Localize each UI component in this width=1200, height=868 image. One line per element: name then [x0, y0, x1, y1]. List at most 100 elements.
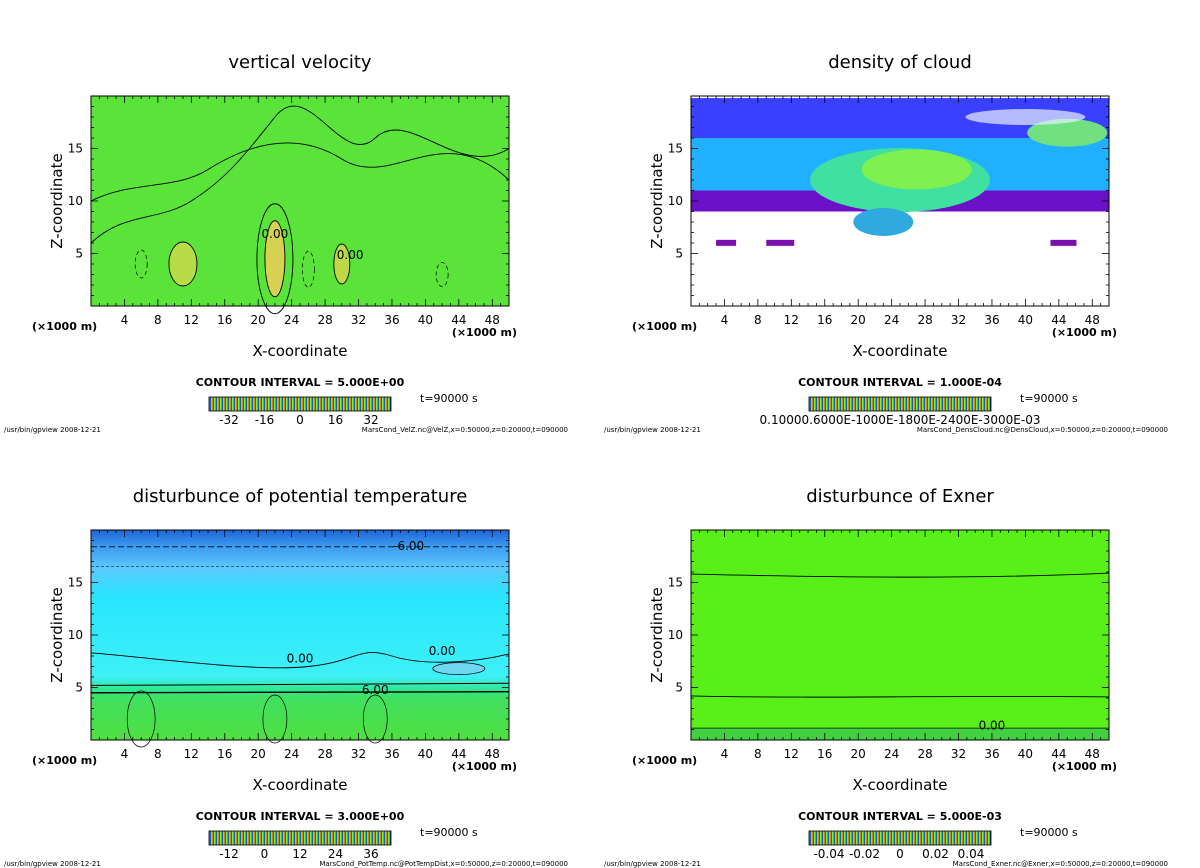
time-label: t=90000 s — [1020, 826, 1078, 839]
colorbar-tick-label: -16 — [255, 413, 275, 427]
x-tick-label: 20 — [251, 313, 266, 327]
y-tick-label: 15 — [668, 142, 683, 156]
contour-label: 0.00 — [429, 644, 456, 658]
x-tick-label: 16 — [217, 313, 232, 327]
x-unit-right: (×1000 m) — [1052, 326, 1117, 339]
x-tick-label: 8 — [154, 747, 162, 761]
contour-label: -6.00 — [393, 539, 424, 553]
x-tick-label: 40 — [1018, 313, 1033, 327]
colorbar — [808, 830, 992, 846]
x-tick-label: 12 — [784, 313, 799, 327]
y-tick-label: 10 — [668, 628, 683, 642]
colorbar-tick-label: 32 — [363, 413, 378, 427]
y-tick-label: 15 — [68, 142, 83, 156]
colorbar — [808, 396, 992, 412]
colorbar-tick-label: 36 — [363, 847, 378, 861]
x-unit-right: (×1000 m) — [452, 326, 517, 339]
x-unit-left: (×1000 m) — [32, 754, 97, 767]
x-tick-label: 12 — [184, 313, 199, 327]
x-axis-label: X-coordinate — [253, 342, 348, 360]
x-tick-label: 32 — [351, 747, 366, 761]
x-axis-label: X-coordinate — [853, 776, 948, 794]
x-tick-label: 28 — [317, 313, 332, 327]
x-unit-left: (×1000 m) — [632, 754, 697, 767]
colorbar-tick-label: 0 — [261, 847, 269, 861]
x-tick-label: 4 — [121, 313, 129, 327]
y-axis-label: Z-coordinate — [48, 153, 66, 248]
colorbar-tick-label: -0.02 — [849, 847, 880, 861]
x-tick-label: 20 — [851, 313, 866, 327]
colorbar — [208, 396, 392, 412]
footer-right: MarsCond_PotTemp.nc@PotTempDist,x=0:5000… — [319, 860, 568, 868]
x-tick-label: 16 — [217, 747, 232, 761]
colorbar-tick-label: -12 — [219, 847, 239, 861]
x-tick-label: 8 — [754, 313, 762, 327]
y-axis-label: Z-coordinate — [648, 153, 666, 248]
footer-right: MarsCond_DensCloud.nc@DensCloud,x=0:5000… — [917, 426, 1168, 434]
x-tick-label: 28 — [317, 747, 332, 761]
x-tick-label: 36 — [384, 313, 399, 327]
x-tick-label: 48 — [485, 747, 500, 761]
y-tick-label: 15 — [668, 576, 683, 590]
chart-title: disturbunce of potential temperature — [133, 486, 468, 507]
footer-left: /usr/bin/gpview 2008-12-21 — [604, 860, 701, 868]
x-tick-label: 36 — [984, 747, 999, 761]
x-tick-label: 28 — [917, 747, 932, 761]
colorbar-tick-label: -0.04 — [813, 847, 844, 861]
footer-left: /usr/bin/gpview 2008-12-21 — [4, 426, 101, 434]
y-tick-label: 5 — [75, 681, 83, 695]
plot-field — [91, 96, 509, 306]
x-tick-label: 8 — [754, 747, 762, 761]
chart-title: density of cloud — [828, 52, 972, 73]
y-tick-label: 10 — [68, 628, 83, 642]
colorbar — [208, 830, 392, 846]
colorbar-tick-label: -32 — [219, 413, 239, 427]
x-tick-label: 24 — [884, 313, 899, 327]
plot-field — [691, 530, 1109, 740]
chart-title: disturbunce of Exner — [806, 486, 994, 507]
x-unit-left: (×1000 m) — [32, 320, 97, 333]
x-tick-label: 40 — [418, 747, 433, 761]
x-tick-label: 36 — [984, 313, 999, 327]
x-tick-label: 32 — [351, 313, 366, 327]
x-tick-label: 20 — [851, 747, 866, 761]
time-label: t=90000 s — [420, 392, 478, 405]
x-tick-label: 24 — [284, 313, 299, 327]
x-tick-label: 40 — [1018, 747, 1033, 761]
x-tick-label: 44 — [1051, 313, 1066, 327]
contour-interval: CONTOUR INTERVAL = 5.000E+00 — [196, 376, 405, 389]
x-tick-label: 44 — [451, 747, 466, 761]
panel-3: disturbunce of potential temperature -6.0… — [4, 486, 568, 868]
time-label: t=90000 s — [1020, 392, 1078, 405]
x-tick-label: 4 — [721, 747, 729, 761]
x-tick-label: 4 — [721, 313, 729, 327]
x-tick-label: 48 — [485, 313, 500, 327]
x-tick-label: 36 — [384, 747, 399, 761]
colorbar-tick-label: 16 — [328, 413, 343, 427]
contour-label: 6.00 — [362, 683, 389, 697]
field-contours — [90, 105, 510, 315]
contour-label: 0.00 — [337, 248, 364, 262]
x-tick-label: 28 — [917, 313, 932, 327]
time-label: t=90000 s — [420, 826, 478, 839]
x-tick-label: 16 — [817, 313, 832, 327]
x-tick-label: 32 — [951, 747, 966, 761]
field-contours — [690, 572, 1110, 740]
colorbar-tick-label: 0 — [896, 847, 904, 861]
plot-field — [91, 530, 509, 740]
y-axis-label: Z-coordinate — [648, 587, 666, 682]
x-tick-label: 44 — [1051, 747, 1066, 761]
field-contours — [691, 98, 1109, 246]
colorbar-tick-label: 12 — [292, 847, 307, 861]
chart-title: vertical velocity — [228, 52, 372, 73]
x-axis-label: X-coordinate — [853, 342, 948, 360]
contour-label: 0.00 — [262, 227, 289, 241]
x-tick-label: 12 — [184, 747, 199, 761]
contour-interval: CONTOUR INTERVAL = 5.000E-03 — [798, 810, 1002, 823]
contour-interval: CONTOUR INTERVAL = 1.000E-04 — [798, 376, 1002, 389]
x-axis-label: X-coordinate — [253, 776, 348, 794]
x-unit-right: (×1000 m) — [452, 760, 517, 773]
y-tick-label: 15 — [68, 576, 83, 590]
